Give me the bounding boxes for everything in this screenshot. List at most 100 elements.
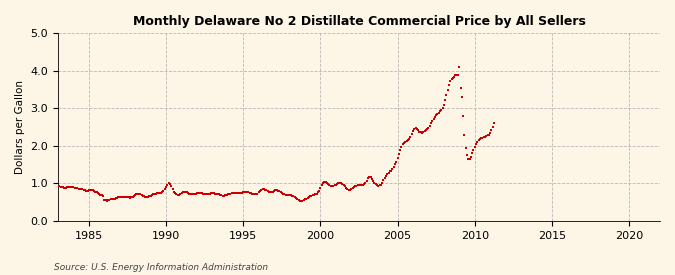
Point [98, 193, 109, 198]
Point [92, 191, 103, 196]
Point [179, 190, 190, 194]
Point [275, 190, 286, 194]
Point [436, 108, 447, 112]
Point [240, 190, 251, 194]
Point [101, 199, 112, 203]
Point [452, 72, 462, 77]
Point [139, 194, 150, 199]
Point [111, 196, 122, 200]
Point [394, 152, 404, 156]
Point [377, 181, 387, 185]
Point [216, 193, 227, 197]
Point [294, 199, 305, 203]
Point [167, 187, 178, 191]
Point [355, 183, 366, 188]
Point [437, 106, 448, 111]
Point [263, 189, 273, 194]
Point [482, 133, 493, 138]
Point [435, 109, 446, 114]
Point [467, 151, 478, 156]
Point [387, 167, 398, 171]
Point [449, 74, 460, 79]
Point [55, 185, 66, 189]
Point [280, 192, 291, 197]
Point [72, 186, 83, 191]
Point [340, 184, 350, 189]
Point [190, 191, 201, 196]
Point [60, 185, 71, 190]
Point [194, 191, 205, 195]
Point [97, 193, 107, 197]
Point [138, 193, 148, 198]
Point [267, 189, 278, 194]
Point [337, 182, 348, 186]
Point [485, 131, 495, 135]
Point [184, 191, 194, 196]
Point [486, 128, 497, 132]
Point [335, 181, 346, 186]
Point [341, 186, 352, 191]
Point [464, 157, 475, 161]
Point [198, 191, 209, 196]
Point [165, 182, 176, 186]
Point [422, 127, 433, 132]
Point [293, 198, 304, 202]
Point [273, 188, 284, 193]
Point [207, 191, 218, 196]
Point [298, 198, 309, 202]
Point [172, 192, 183, 197]
Point [354, 183, 364, 188]
Point [291, 196, 302, 200]
Point [469, 144, 480, 149]
Point [112, 196, 123, 200]
Point [182, 190, 192, 195]
Point [128, 194, 139, 198]
Point [481, 134, 492, 138]
Point [455, 86, 466, 90]
Point [185, 192, 196, 196]
Point [398, 142, 408, 147]
Point [144, 194, 155, 199]
Point [331, 182, 342, 186]
Point [429, 114, 440, 119]
Point [80, 188, 90, 192]
Point [270, 188, 281, 192]
Point [226, 191, 237, 196]
Point [250, 192, 261, 196]
Point [400, 140, 410, 144]
Point [292, 197, 302, 202]
Point [227, 191, 238, 196]
Point [454, 65, 465, 69]
Point [126, 195, 137, 200]
Point [234, 191, 245, 196]
Point [480, 135, 491, 139]
Title: Monthly Delaware No 2 Distillate Commercial Price by All Sellers: Monthly Delaware No 2 Distillate Commerc… [132, 15, 585, 28]
Point [395, 148, 406, 152]
Point [304, 194, 315, 199]
Point [117, 194, 128, 199]
Point [232, 191, 242, 196]
Point [408, 129, 418, 133]
Point [479, 135, 489, 139]
Point [141, 195, 152, 199]
Point [73, 186, 84, 191]
Point [260, 188, 271, 192]
Point [446, 77, 457, 81]
Point [239, 190, 250, 194]
Point [421, 128, 431, 132]
Point [57, 185, 68, 189]
Point [440, 98, 451, 102]
Point [310, 192, 321, 197]
Point [317, 183, 327, 187]
Text: Source: U.S. Energy Information Administration: Source: U.S. Energy Information Administ… [54, 263, 268, 272]
Point [145, 193, 156, 198]
Point [318, 181, 329, 185]
Point [259, 187, 269, 192]
Point [445, 79, 456, 84]
Point [230, 191, 241, 196]
Point [104, 197, 115, 202]
Point [296, 199, 306, 203]
Point [306, 193, 317, 198]
Point [371, 182, 381, 186]
Point [176, 191, 187, 196]
